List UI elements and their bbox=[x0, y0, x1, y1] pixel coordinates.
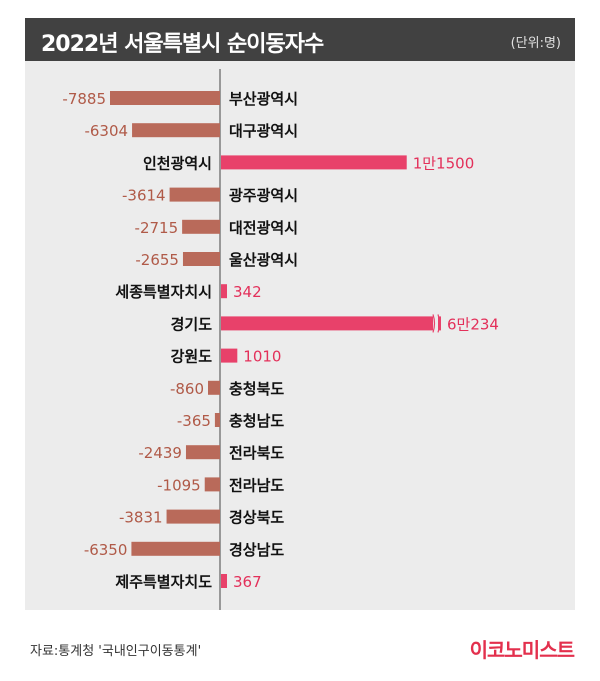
category-label: 충청북도 bbox=[229, 380, 284, 398]
category-label: 충청남도 bbox=[229, 412, 284, 430]
value-label: -3831 bbox=[119, 509, 163, 527]
category-label: 부산광역시 bbox=[229, 90, 298, 108]
category-label: 전라북도 bbox=[229, 444, 284, 462]
bar bbox=[221, 574, 227, 588]
bar bbox=[208, 380, 220, 395]
category-label: 경상북도 bbox=[229, 509, 284, 527]
value-label: -6304 bbox=[84, 122, 128, 140]
bar bbox=[110, 91, 220, 105]
category-label: 대전광역시 bbox=[229, 219, 298, 237]
value-label: 342 bbox=[233, 283, 262, 301]
source-note: 자료:통계청 '국내인구이동통계' bbox=[30, 644, 202, 659]
value-label: -3614 bbox=[122, 187, 166, 205]
bar bbox=[204, 477, 220, 492]
unit-label: (단위:명) bbox=[510, 36, 561, 51]
bar bbox=[131, 541, 220, 556]
bar-chart: 부산광역시 -7885 대구광역시 -6304 인천광역시 1만1500 광주광역시 -361… bbox=[62, 69, 499, 610]
bar bbox=[182, 219, 220, 234]
bar bbox=[169, 187, 220, 202]
category-label: 대구광역시 bbox=[229, 122, 298, 140]
category-label: 전라남도 bbox=[229, 476, 284, 494]
value-label: -365 bbox=[177, 412, 211, 430]
value-label: -1095 bbox=[157, 476, 201, 494]
category-label: 울산광역시 bbox=[229, 251, 298, 269]
category-label: 제주특별자치도 bbox=[115, 573, 212, 591]
category-label: 광주광역시 bbox=[229, 187, 298, 205]
value-label: 1010 bbox=[243, 348, 281, 366]
bar bbox=[132, 123, 220, 138]
brand-logo: 이코노미스트 bbox=[469, 638, 575, 662]
bar bbox=[166, 509, 220, 524]
value-label: -2439 bbox=[138, 444, 182, 462]
value-label: 367 bbox=[233, 573, 262, 591]
category-label: 세종특별자치시 bbox=[115, 283, 212, 301]
chart-panel: 부산광역시 -7885 대구광역시 -6304 인천광역시 1만1500 광주광역시 -361… bbox=[25, 61, 575, 610]
value-label: -6350 bbox=[84, 541, 128, 559]
value-label: -7885 bbox=[62, 90, 106, 108]
value-label: -860 bbox=[170, 380, 204, 398]
bar bbox=[214, 413, 220, 427]
axis-break-gap bbox=[433, 314, 438, 333]
bar bbox=[185, 445, 220, 460]
category-label: 강원도 bbox=[171, 348, 213, 366]
category-label: 인천광역시 bbox=[143, 154, 212, 172]
chart-title: 2022년 서울특별시 순이동자수 bbox=[41, 32, 324, 57]
bar bbox=[182, 252, 220, 266]
category-label: 경기도 bbox=[171, 315, 213, 333]
value-label: -2655 bbox=[135, 251, 179, 269]
value-label: -2715 bbox=[135, 219, 179, 237]
bar bbox=[221, 316, 441, 331]
axis-break-mark bbox=[437, 314, 441, 333]
axis-break-mark bbox=[432, 314, 436, 333]
category-label: 경상남도 bbox=[229, 541, 284, 559]
bar bbox=[221, 348, 238, 363]
bar bbox=[221, 155, 407, 170]
value-label: 1만1500 bbox=[413, 154, 475, 172]
value-label: 6만234 bbox=[447, 315, 499, 333]
title-bar: 2022년 서울특별시 순이동자수 (단위:명) bbox=[25, 18, 575, 61]
bar bbox=[221, 284, 227, 299]
